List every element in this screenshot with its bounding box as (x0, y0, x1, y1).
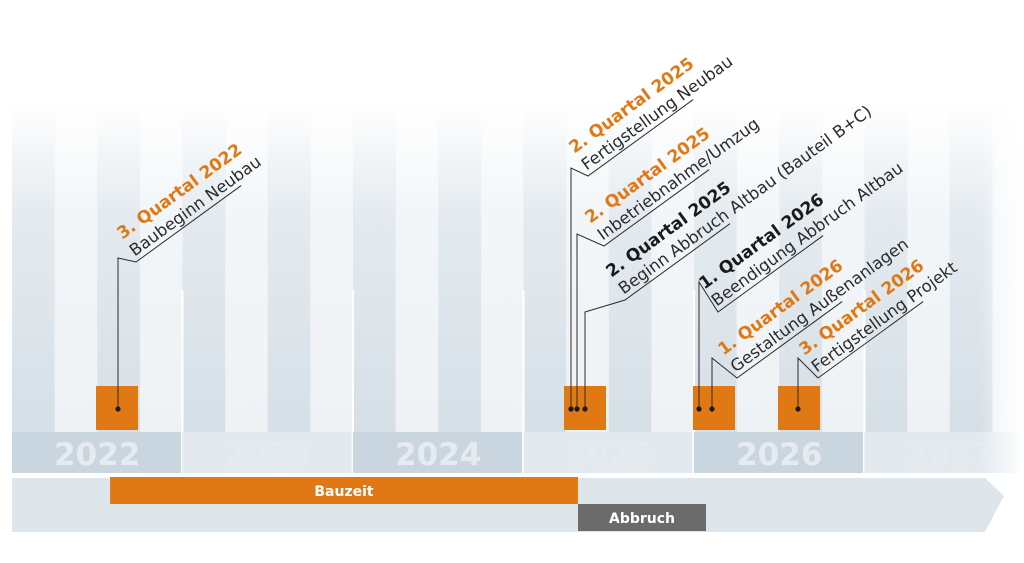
quarter-stripe (821, 100, 865, 432)
abbruch-bar (578, 504, 706, 531)
left-fade (0, 100, 12, 475)
quarter-stripe (54, 100, 98, 432)
abbruch-label: Abbruch (609, 511, 675, 527)
milestone-leader (711, 301, 843, 409)
right-fade (980, 100, 1024, 475)
quarter-stripe (310, 100, 354, 432)
milestone-markers (96, 386, 820, 430)
quarter-stripe (12, 100, 56, 432)
quarter-stripe (864, 100, 908, 432)
year-cell (353, 432, 522, 473)
background-stripes (12, 100, 1024, 432)
milestone-dot (795, 406, 801, 412)
milestone-dot (709, 406, 715, 412)
quarter-stripe (438, 100, 482, 432)
milestone-dot (696, 406, 702, 412)
year-label: 2023 (225, 437, 311, 473)
year-cell (694, 432, 863, 473)
milestone-dot (582, 406, 588, 412)
quarter-stripe (736, 100, 780, 432)
year-cell (12, 432, 181, 473)
quarter-stripe (353, 100, 397, 432)
quarter-stripe (523, 100, 567, 432)
quarter-stripe (97, 100, 141, 432)
year-label: 2026 (736, 437, 822, 473)
milestone-leader (797, 301, 924, 409)
quarter-stripe (139, 100, 183, 432)
milestone-leader (698, 235, 824, 409)
milestone-dot (574, 406, 580, 412)
quarter-stripe (182, 100, 226, 432)
quarter-stripe (694, 100, 738, 432)
quarter-stripe (225, 100, 269, 432)
quarter-stripe (267, 100, 311, 432)
year-label: 2024 (395, 437, 481, 473)
year-cell (182, 432, 352, 473)
milestone-leader (584, 223, 731, 409)
year-band: 2022 2023 2024 2025 2026 2027 (12, 432, 1024, 473)
milestone-leader (570, 99, 694, 409)
year-label: 2022 (54, 437, 140, 473)
quarter-stripe (480, 100, 524, 432)
milestone-leaders (115, 99, 924, 412)
year-label: 2025 (566, 437, 652, 473)
milestone-dot (115, 406, 121, 412)
quarter-stripe (566, 100, 610, 432)
year-cell (523, 432, 693, 473)
year-label: 2027 (907, 437, 993, 473)
quarter-stripe (907, 100, 951, 432)
quarter-stripe (651, 100, 695, 432)
milestone-dot (568, 406, 574, 412)
bauzeit-label: Bauzeit (314, 484, 374, 500)
milestone-leader (576, 169, 710, 409)
bauzeit-bar (110, 477, 578, 504)
quarter-stripe (395, 100, 439, 432)
milestone-leader (117, 185, 242, 409)
quarter-stripe (779, 100, 823, 432)
